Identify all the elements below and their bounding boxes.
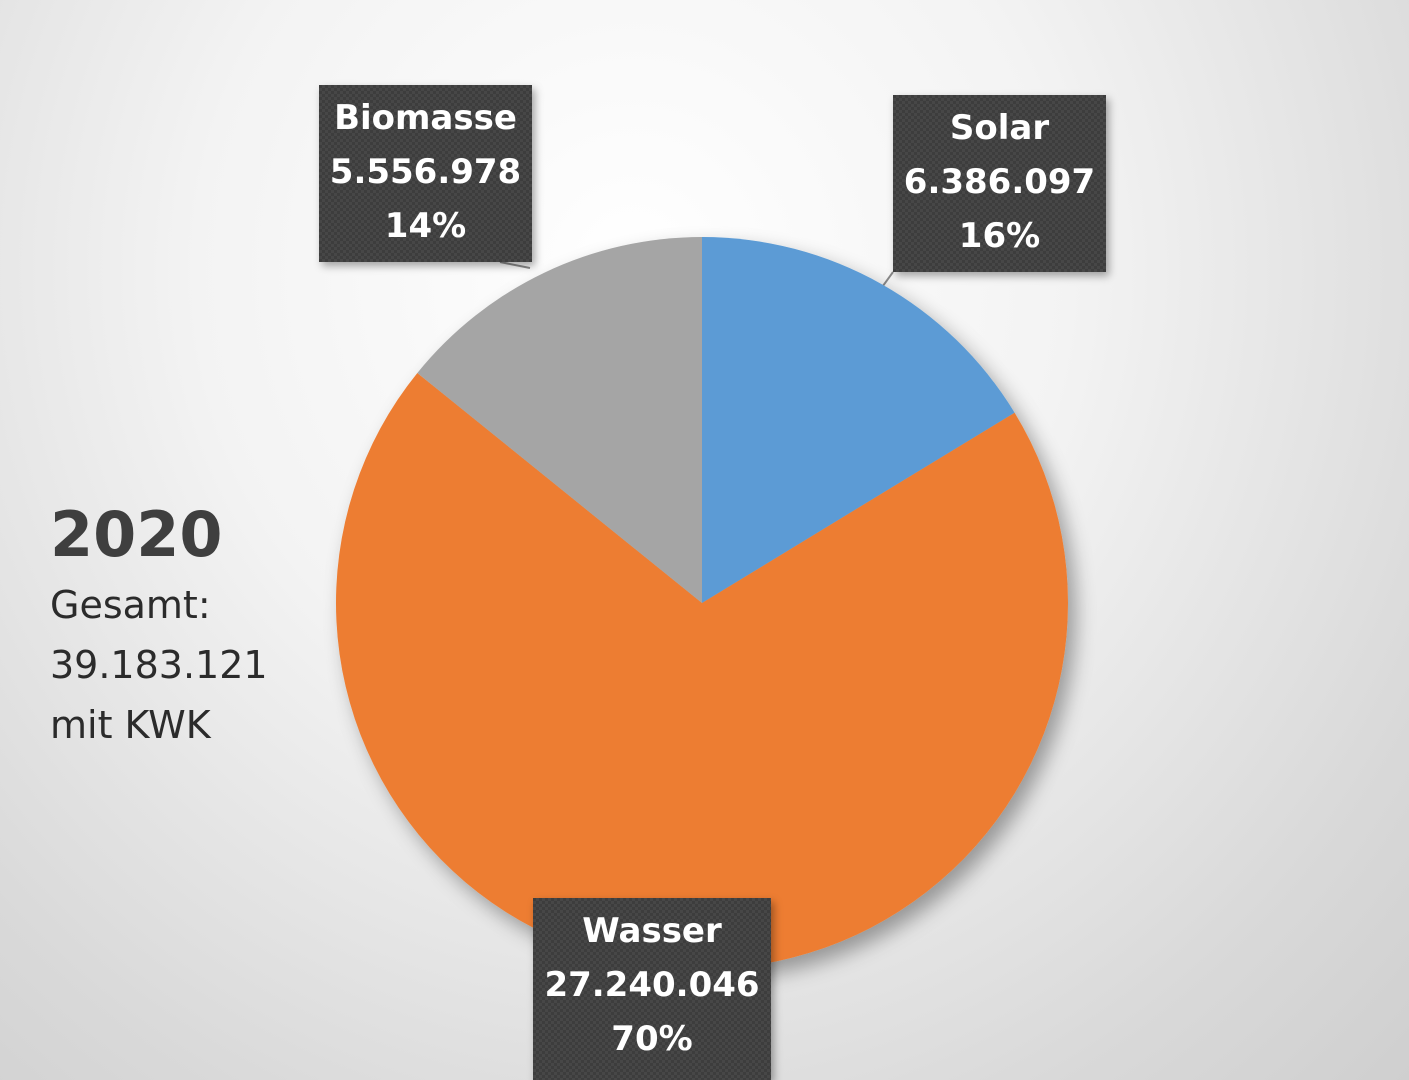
annotation-total-label: Gesamt:: [50, 583, 211, 627]
data-label-value: 6.386.097: [903, 162, 1096, 202]
annotation-total-value: 39.183.121: [50, 643, 268, 687]
data-label-solar: Solar 6.386.097 16%: [893, 95, 1106, 272]
data-label-percent: 14%: [384, 206, 467, 246]
pie-slice-wasser: [335, 372, 1068, 969]
pie-slice-solar: [702, 237, 1015, 603]
annotation-year: 2020: [50, 498, 223, 571]
pie-slice-biomasse: [417, 237, 702, 603]
chart-annotation: 2020 Gesamt: 39.183.121 mit KWK: [50, 495, 268, 755]
data-label-biomasse: Biomasse 5.556.978 14%: [319, 85, 532, 262]
leader-line-biomasse: [499, 261, 531, 269]
data-label-category: Wasser: [582, 911, 722, 951]
data-label-percent: 70%: [611, 1019, 693, 1059]
annotation-note: mit KWK: [50, 703, 211, 747]
data-label-value: 27.240.046: [544, 965, 760, 1005]
data-label-category: Solar: [949, 108, 1050, 148]
data-label-percent: 16%: [958, 216, 1041, 256]
data-label-value: 5.556.978: [329, 152, 522, 192]
data-label-category: Biomasse: [334, 98, 517, 138]
pie-slices: [335, 237, 1068, 969]
data-label-wasser: Wasser 27.240.046 70%: [533, 898, 771, 1080]
